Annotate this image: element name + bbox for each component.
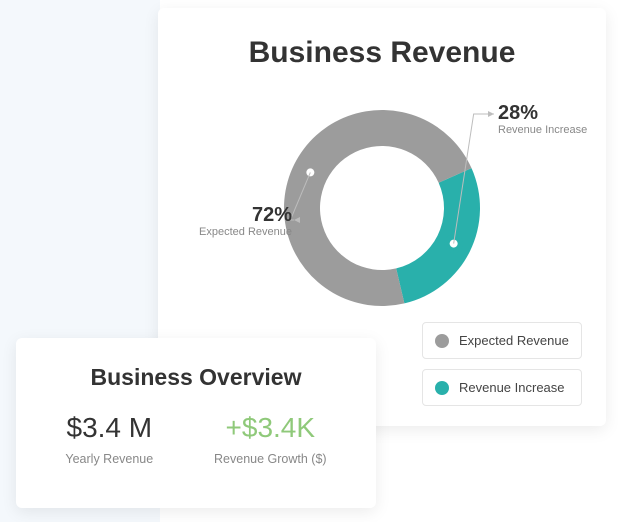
legend-item-expected-revenue: Expected Revenue xyxy=(422,322,582,359)
overview-metrics-row: $3.4 M Yearly Revenue +$3.4K Revenue Gro… xyxy=(40,413,352,466)
metric-label: Revenue Growth ($) xyxy=(214,452,327,466)
legend-swatch xyxy=(435,381,449,395)
metric-revenue-growth: +$3.4K Revenue Growth ($) xyxy=(214,413,327,466)
metric-value: $3.4 M xyxy=(65,413,153,444)
callout-expected-revenue: 72% Expected Revenue xyxy=(182,204,292,238)
legend-label: Expected Revenue xyxy=(459,333,569,348)
donut-slice-revenue_increase xyxy=(396,168,480,303)
revenue-donut-chart xyxy=(272,98,492,318)
revenue-card-title: Business Revenue xyxy=(182,36,582,70)
legend-label: Revenue Increase xyxy=(459,380,565,395)
legend-swatch xyxy=(435,334,449,348)
overview-card-title: Business Overview xyxy=(40,364,352,391)
metric-yearly-revenue: $3.4 M Yearly Revenue xyxy=(65,413,153,466)
callout-label: Expected Revenue xyxy=(182,226,292,238)
donut-legend: Expected Revenue Revenue Increase xyxy=(422,312,582,406)
overview-card: Business Overview $3.4 M Yearly Revenue … xyxy=(16,338,376,508)
donut-chart-area: 28% Revenue Increase 72% Expected Revenu… xyxy=(182,88,582,328)
callout-revenue-increase: 28% Revenue Increase xyxy=(498,102,587,136)
metric-value: +$3.4K xyxy=(214,413,327,444)
legend-item-revenue-increase: Revenue Increase xyxy=(422,369,582,406)
metric-label: Yearly Revenue xyxy=(65,452,153,466)
callout-percent: 72% xyxy=(182,204,292,226)
callout-percent: 28% xyxy=(498,102,587,124)
callout-label: Revenue Increase xyxy=(498,124,587,136)
